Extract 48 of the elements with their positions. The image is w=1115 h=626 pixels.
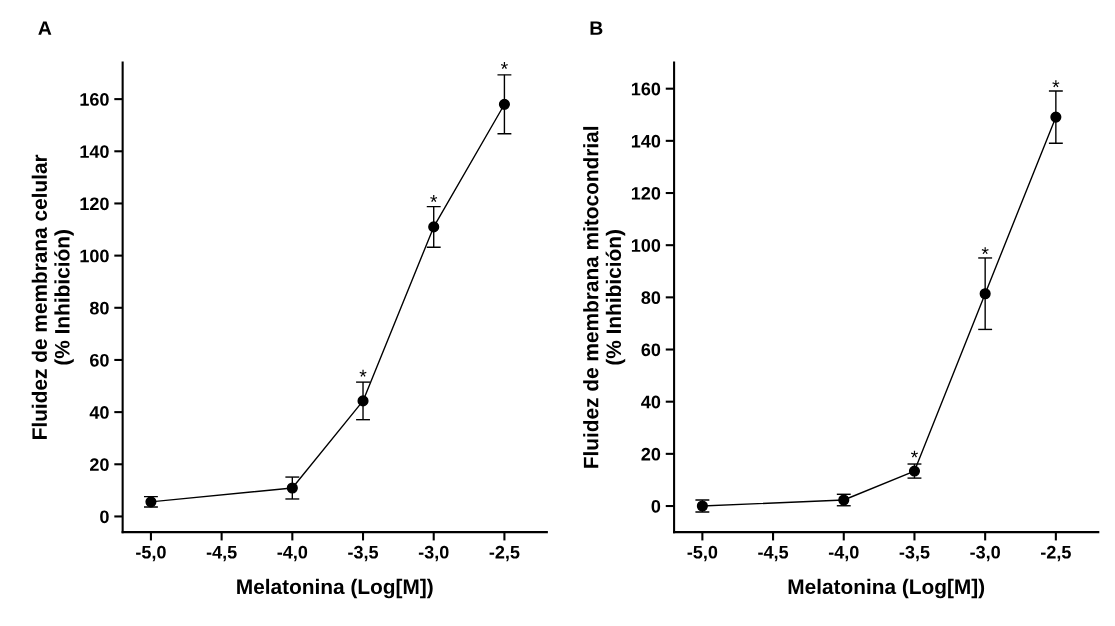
x-tick-label: -3,5 — [348, 545, 379, 562]
x-tick-label: -2,5 — [1041, 545, 1071, 562]
x-tick-label: -2,5 — [489, 545, 520, 562]
x-tick-label: -3,5 — [899, 545, 930, 562]
x-tick-label: -3,0 — [418, 545, 449, 562]
x-tick-label: -5,0 — [687, 545, 718, 562]
y-tick-label: 80 — [89, 301, 109, 315]
y-tick-label: 80 — [641, 291, 661, 305]
point — [428, 221, 440, 233]
x-tick-label: -5,0 — [136, 545, 166, 562]
y-tick-label: 140 — [80, 145, 109, 158]
point — [1050, 111, 1062, 123]
y-tick-label: 120 — [631, 186, 661, 200]
annotation: * — [430, 195, 438, 202]
y-tick-label: 100 — [80, 249, 109, 263]
point — [498, 98, 510, 110]
y-tick-label: 60 — [90, 353, 109, 367]
annotation: * — [1052, 80, 1060, 88]
y-tick-label: 40 — [89, 406, 109, 419]
annotation: * — [500, 62, 508, 69]
x-tick-label: -4,0 — [828, 545, 859, 562]
point — [357, 395, 369, 407]
x-tick-label: -4,5 — [206, 545, 237, 562]
x-axis-title: Melatonina (Log[M]) — [788, 578, 985, 599]
y-tick-label: 120 — [80, 197, 109, 211]
y-tick-label: 160 — [631, 82, 661, 96]
annotation: * — [359, 369, 367, 377]
y-tick-label: 0 — [651, 499, 661, 513]
y-tick-label: 20 — [90, 458, 109, 471]
y-tick-label: 100 — [631, 239, 661, 252]
y-axis-title: Fluidez de membrana celular (% Inhibición) — [31, 154, 74, 439]
y-tick-label: 0 — [100, 510, 109, 524]
chart-title: A — [38, 21, 52, 35]
y-axis-title: Fluidez de membrana mitocondrial (% Inhibición) — [583, 126, 626, 468]
chart-title: B — [590, 21, 603, 35]
point — [286, 482, 298, 494]
x-tick-label: -4,0 — [277, 545, 308, 562]
y-tick-label: 160 — [80, 93, 109, 106]
x-tick-label: -3,0 — [970, 545, 1000, 562]
point — [979, 288, 991, 300]
y-tick-label: 140 — [631, 134, 661, 148]
y-tick-label: 40 — [641, 395, 661, 409]
y-tick-label: 60 — [641, 343, 661, 357]
y-tick-label: 20 — [641, 447, 661, 461]
x-axis-title: Melatonina (Log[M]) — [237, 578, 433, 599]
annotation: * — [981, 247, 989, 255]
x-tick-label: -4,5 — [758, 545, 789, 562]
annotation: * — [910, 450, 918, 458]
